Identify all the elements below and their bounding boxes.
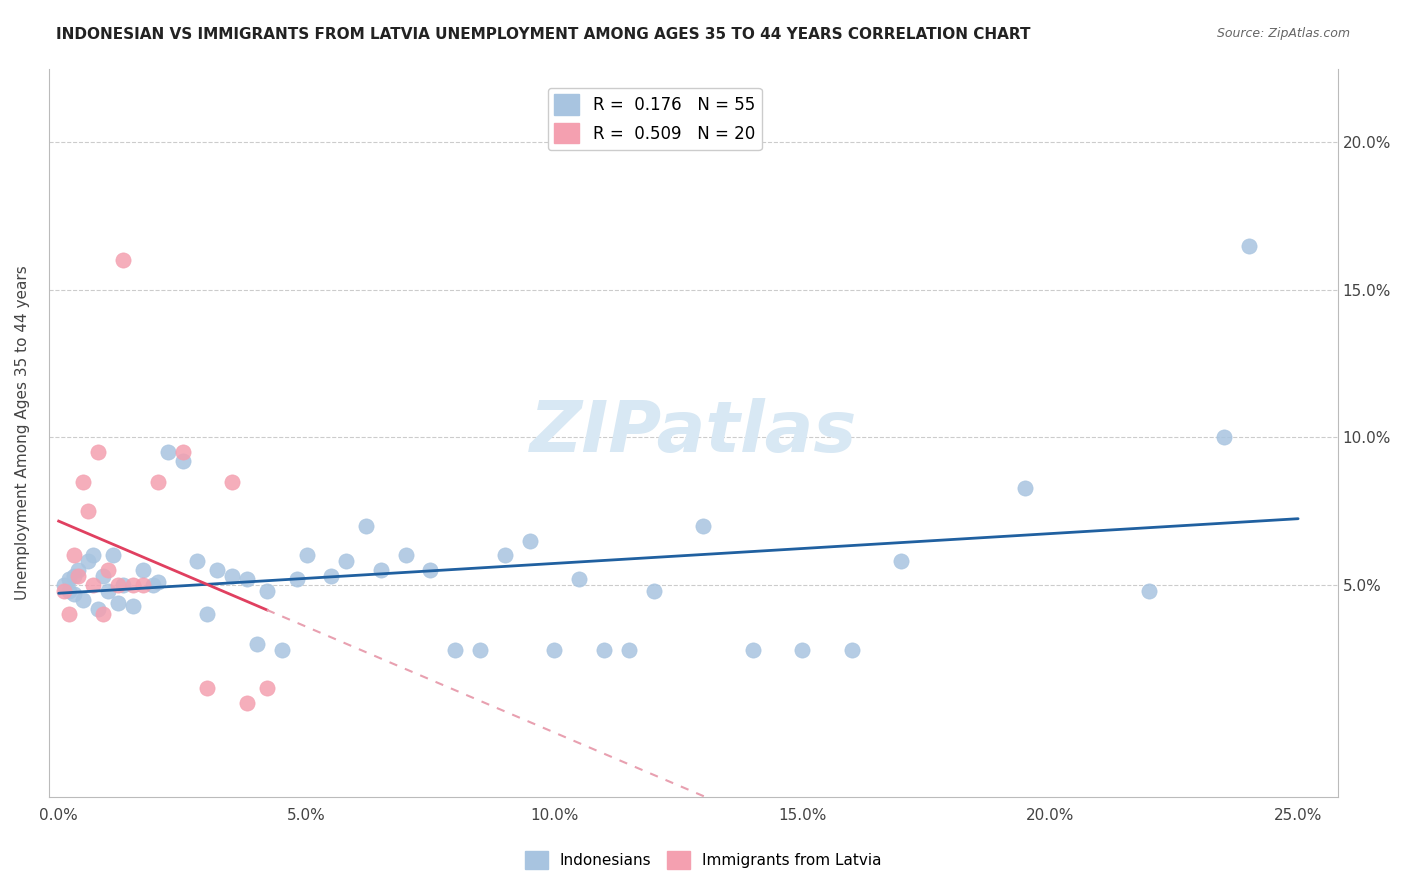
Point bbox=[285, 572, 308, 586]
Point bbox=[197, 607, 219, 622]
Text: ZIPatlas: ZIPatlas bbox=[530, 399, 856, 467]
Point bbox=[62, 549, 84, 563]
Point bbox=[1237, 238, 1260, 252]
Point bbox=[543, 643, 565, 657]
Point bbox=[87, 601, 110, 615]
Y-axis label: Unemployment Among Ages 35 to 44 years: Unemployment Among Ages 35 to 44 years bbox=[15, 266, 30, 600]
Legend: R =  0.176   N = 55, R =  0.509   N = 20: R = 0.176 N = 55, R = 0.509 N = 20 bbox=[547, 87, 762, 150]
Point bbox=[58, 607, 80, 622]
Point bbox=[221, 475, 243, 489]
Legend: Indonesians, Immigrants from Latvia: Indonesians, Immigrants from Latvia bbox=[519, 845, 887, 875]
Point bbox=[741, 643, 763, 657]
Point bbox=[197, 681, 219, 696]
Point bbox=[207, 563, 229, 577]
Point bbox=[692, 519, 714, 533]
Point bbox=[256, 583, 278, 598]
Point bbox=[112, 253, 135, 268]
Text: INDONESIAN VS IMMIGRANTS FROM LATVIA UNEMPLOYMENT AMONG AGES 35 TO 44 YEARS CORR: INDONESIAN VS IMMIGRANTS FROM LATVIA UNE… bbox=[56, 27, 1031, 42]
Point bbox=[221, 569, 243, 583]
Point bbox=[58, 572, 80, 586]
Point bbox=[494, 549, 516, 563]
Point bbox=[132, 563, 155, 577]
Point bbox=[172, 454, 194, 468]
Point bbox=[77, 504, 100, 518]
Point bbox=[58, 583, 80, 598]
Point bbox=[593, 643, 616, 657]
Point bbox=[186, 554, 208, 568]
Point bbox=[370, 563, 392, 577]
Point bbox=[617, 643, 640, 657]
Point bbox=[97, 583, 120, 598]
Point bbox=[62, 569, 84, 583]
Point bbox=[142, 578, 165, 592]
Point bbox=[72, 475, 94, 489]
Point bbox=[468, 643, 491, 657]
Point bbox=[52, 583, 75, 598]
Point bbox=[890, 554, 912, 568]
Point bbox=[568, 572, 591, 586]
Point bbox=[103, 549, 125, 563]
Point bbox=[444, 643, 467, 657]
Point bbox=[236, 696, 259, 710]
Point bbox=[87, 445, 110, 459]
Point bbox=[643, 583, 665, 598]
Point bbox=[107, 578, 129, 592]
Point bbox=[395, 549, 418, 563]
Point bbox=[52, 578, 75, 592]
Point bbox=[1014, 481, 1036, 495]
Point bbox=[156, 445, 179, 459]
Point bbox=[354, 519, 377, 533]
Point bbox=[335, 554, 357, 568]
Text: Source: ZipAtlas.com: Source: ZipAtlas.com bbox=[1216, 27, 1350, 40]
Point bbox=[270, 643, 292, 657]
Point bbox=[172, 445, 194, 459]
Point bbox=[67, 569, 90, 583]
Point bbox=[146, 475, 169, 489]
Point bbox=[1137, 583, 1160, 598]
Point bbox=[295, 549, 318, 563]
Point bbox=[321, 569, 343, 583]
Point bbox=[112, 578, 135, 592]
Point bbox=[792, 643, 814, 657]
Point bbox=[97, 563, 120, 577]
Point bbox=[82, 578, 104, 592]
Point bbox=[67, 563, 90, 577]
Point bbox=[246, 637, 269, 651]
Point bbox=[419, 563, 441, 577]
Point bbox=[72, 592, 94, 607]
Point bbox=[236, 572, 259, 586]
Point bbox=[519, 533, 541, 548]
Point bbox=[77, 554, 100, 568]
Point bbox=[1212, 430, 1234, 444]
Point bbox=[132, 578, 155, 592]
Point bbox=[122, 578, 145, 592]
Point bbox=[256, 681, 278, 696]
Point bbox=[91, 607, 114, 622]
Point bbox=[107, 596, 129, 610]
Point bbox=[146, 574, 169, 589]
Point bbox=[122, 599, 145, 613]
Point bbox=[91, 569, 114, 583]
Point bbox=[841, 643, 863, 657]
Point bbox=[82, 549, 104, 563]
Point bbox=[62, 587, 84, 601]
